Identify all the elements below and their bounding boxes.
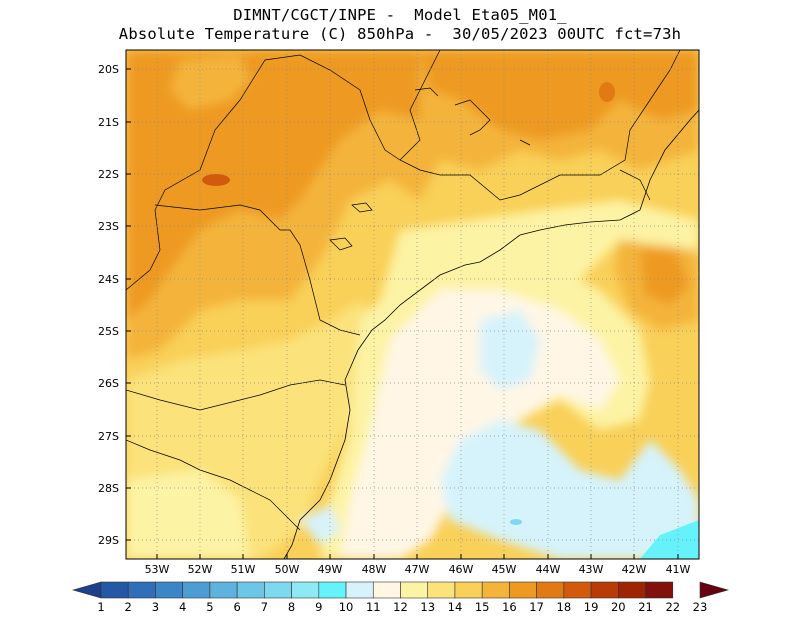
colorbar-swatch	[291, 581, 320, 599]
lon-label: 49W	[317, 563, 343, 576]
lat-label: 26S	[98, 377, 119, 390]
colorbar-swatch	[536, 581, 565, 599]
colorbar-swatch	[71, 581, 102, 599]
colorbar-swatch	[454, 581, 483, 599]
colorbar-swatch	[155, 581, 183, 599]
colorbar-swatch	[590, 581, 619, 599]
colorbar-swatch	[509, 581, 537, 599]
lat-label: 22S	[98, 168, 119, 181]
colorbar-label: 17	[529, 600, 544, 614]
colorbar-swatch	[182, 581, 211, 599]
map-frame	[125, 49, 700, 560]
colorbar-swatch	[699, 581, 730, 599]
colorbar-swatch	[236, 581, 265, 599]
colorbar-label: 3	[151, 600, 160, 614]
lon-label: 47W	[404, 563, 430, 576]
colorbar-label: 20	[610, 600, 626, 614]
colorbar-swatch	[427, 581, 456, 599]
colorbar-label: 11	[365, 600, 381, 614]
lat-label: 27S	[98, 430, 119, 443]
lon-label: 52W	[187, 563, 213, 576]
colorbar-swatch	[481, 581, 510, 599]
lat-label: 24S	[98, 273, 119, 286]
colorbar-swatch	[645, 581, 674, 599]
colorbar-swatch	[345, 581, 374, 599]
colorbar-label: 4	[179, 600, 187, 614]
colorbar-swatch	[372, 581, 401, 599]
colorbar-swatch	[400, 581, 429, 599]
coastline	[283, 109, 699, 559]
colorbar-swatch	[209, 581, 238, 599]
colorbar-label: 18	[556, 600, 572, 614]
colorbar-swatch	[563, 581, 592, 599]
temperature-field	[126, 50, 699, 559]
lon-label: 50W	[274, 563, 300, 576]
lat-label: 29S	[98, 534, 119, 547]
lon-label: 51W	[230, 563, 256, 576]
colorbar-swatch	[264, 581, 292, 599]
colorbar-label: 16	[502, 600, 517, 614]
colorbar-label: 9	[315, 600, 323, 614]
colorbar-label: 8	[287, 600, 296, 614]
lon-label: 43W	[578, 563, 604, 576]
colorbar-label: 22	[665, 600, 681, 614]
lon-label: 53W	[144, 563, 170, 576]
colorbar-swatch	[618, 581, 646, 599]
colorbar-swatch	[318, 581, 347, 599]
colorbar-label: 5	[206, 600, 214, 614]
lat-label: 25S	[98, 325, 119, 338]
lon-label: 42W	[621, 563, 647, 576]
colorbar-label: 12	[393, 600, 408, 614]
lat-label: 23S	[98, 220, 119, 233]
title-line-2: Absolute Temperature (C) 850hPa - 30/05/…	[118, 25, 682, 43]
axis-ticks	[126, 68, 679, 559]
colorbar-label: 19	[583, 600, 599, 614]
lon-label: 45W	[491, 563, 517, 576]
lat-label: 28S	[98, 482, 119, 495]
colorbar-label: 2	[124, 600, 132, 614]
colorbar-label: 7	[260, 600, 269, 614]
lon-label: 41W	[665, 563, 691, 576]
colorbar	[71, 581, 730, 599]
colorbar-label: 1	[97, 600, 105, 614]
lat-label: 20S	[98, 63, 119, 76]
lat-label: 21S	[98, 116, 119, 129]
colorbar-label: 23	[692, 600, 708, 614]
colorbar-label: 15	[474, 600, 490, 614]
colorbar-label: 14	[447, 600, 463, 614]
colorbar-swatch	[127, 581, 156, 599]
lat-lon-grid	[126, 50, 699, 559]
colorbar-label: 6	[233, 600, 241, 614]
lon-label: 48W	[361, 563, 387, 576]
lon-label: 46W	[448, 563, 474, 576]
colorbar-label: 21	[638, 600, 653, 614]
title-line-1: DIMNT/CGCT/INPE - Model Eta05_M01_	[233, 6, 567, 24]
colorbar-label: 10	[338, 600, 354, 614]
lon-label: 44W	[535, 563, 561, 576]
colorbar-label: 13	[420, 600, 436, 614]
colorbar-swatch	[100, 581, 129, 599]
